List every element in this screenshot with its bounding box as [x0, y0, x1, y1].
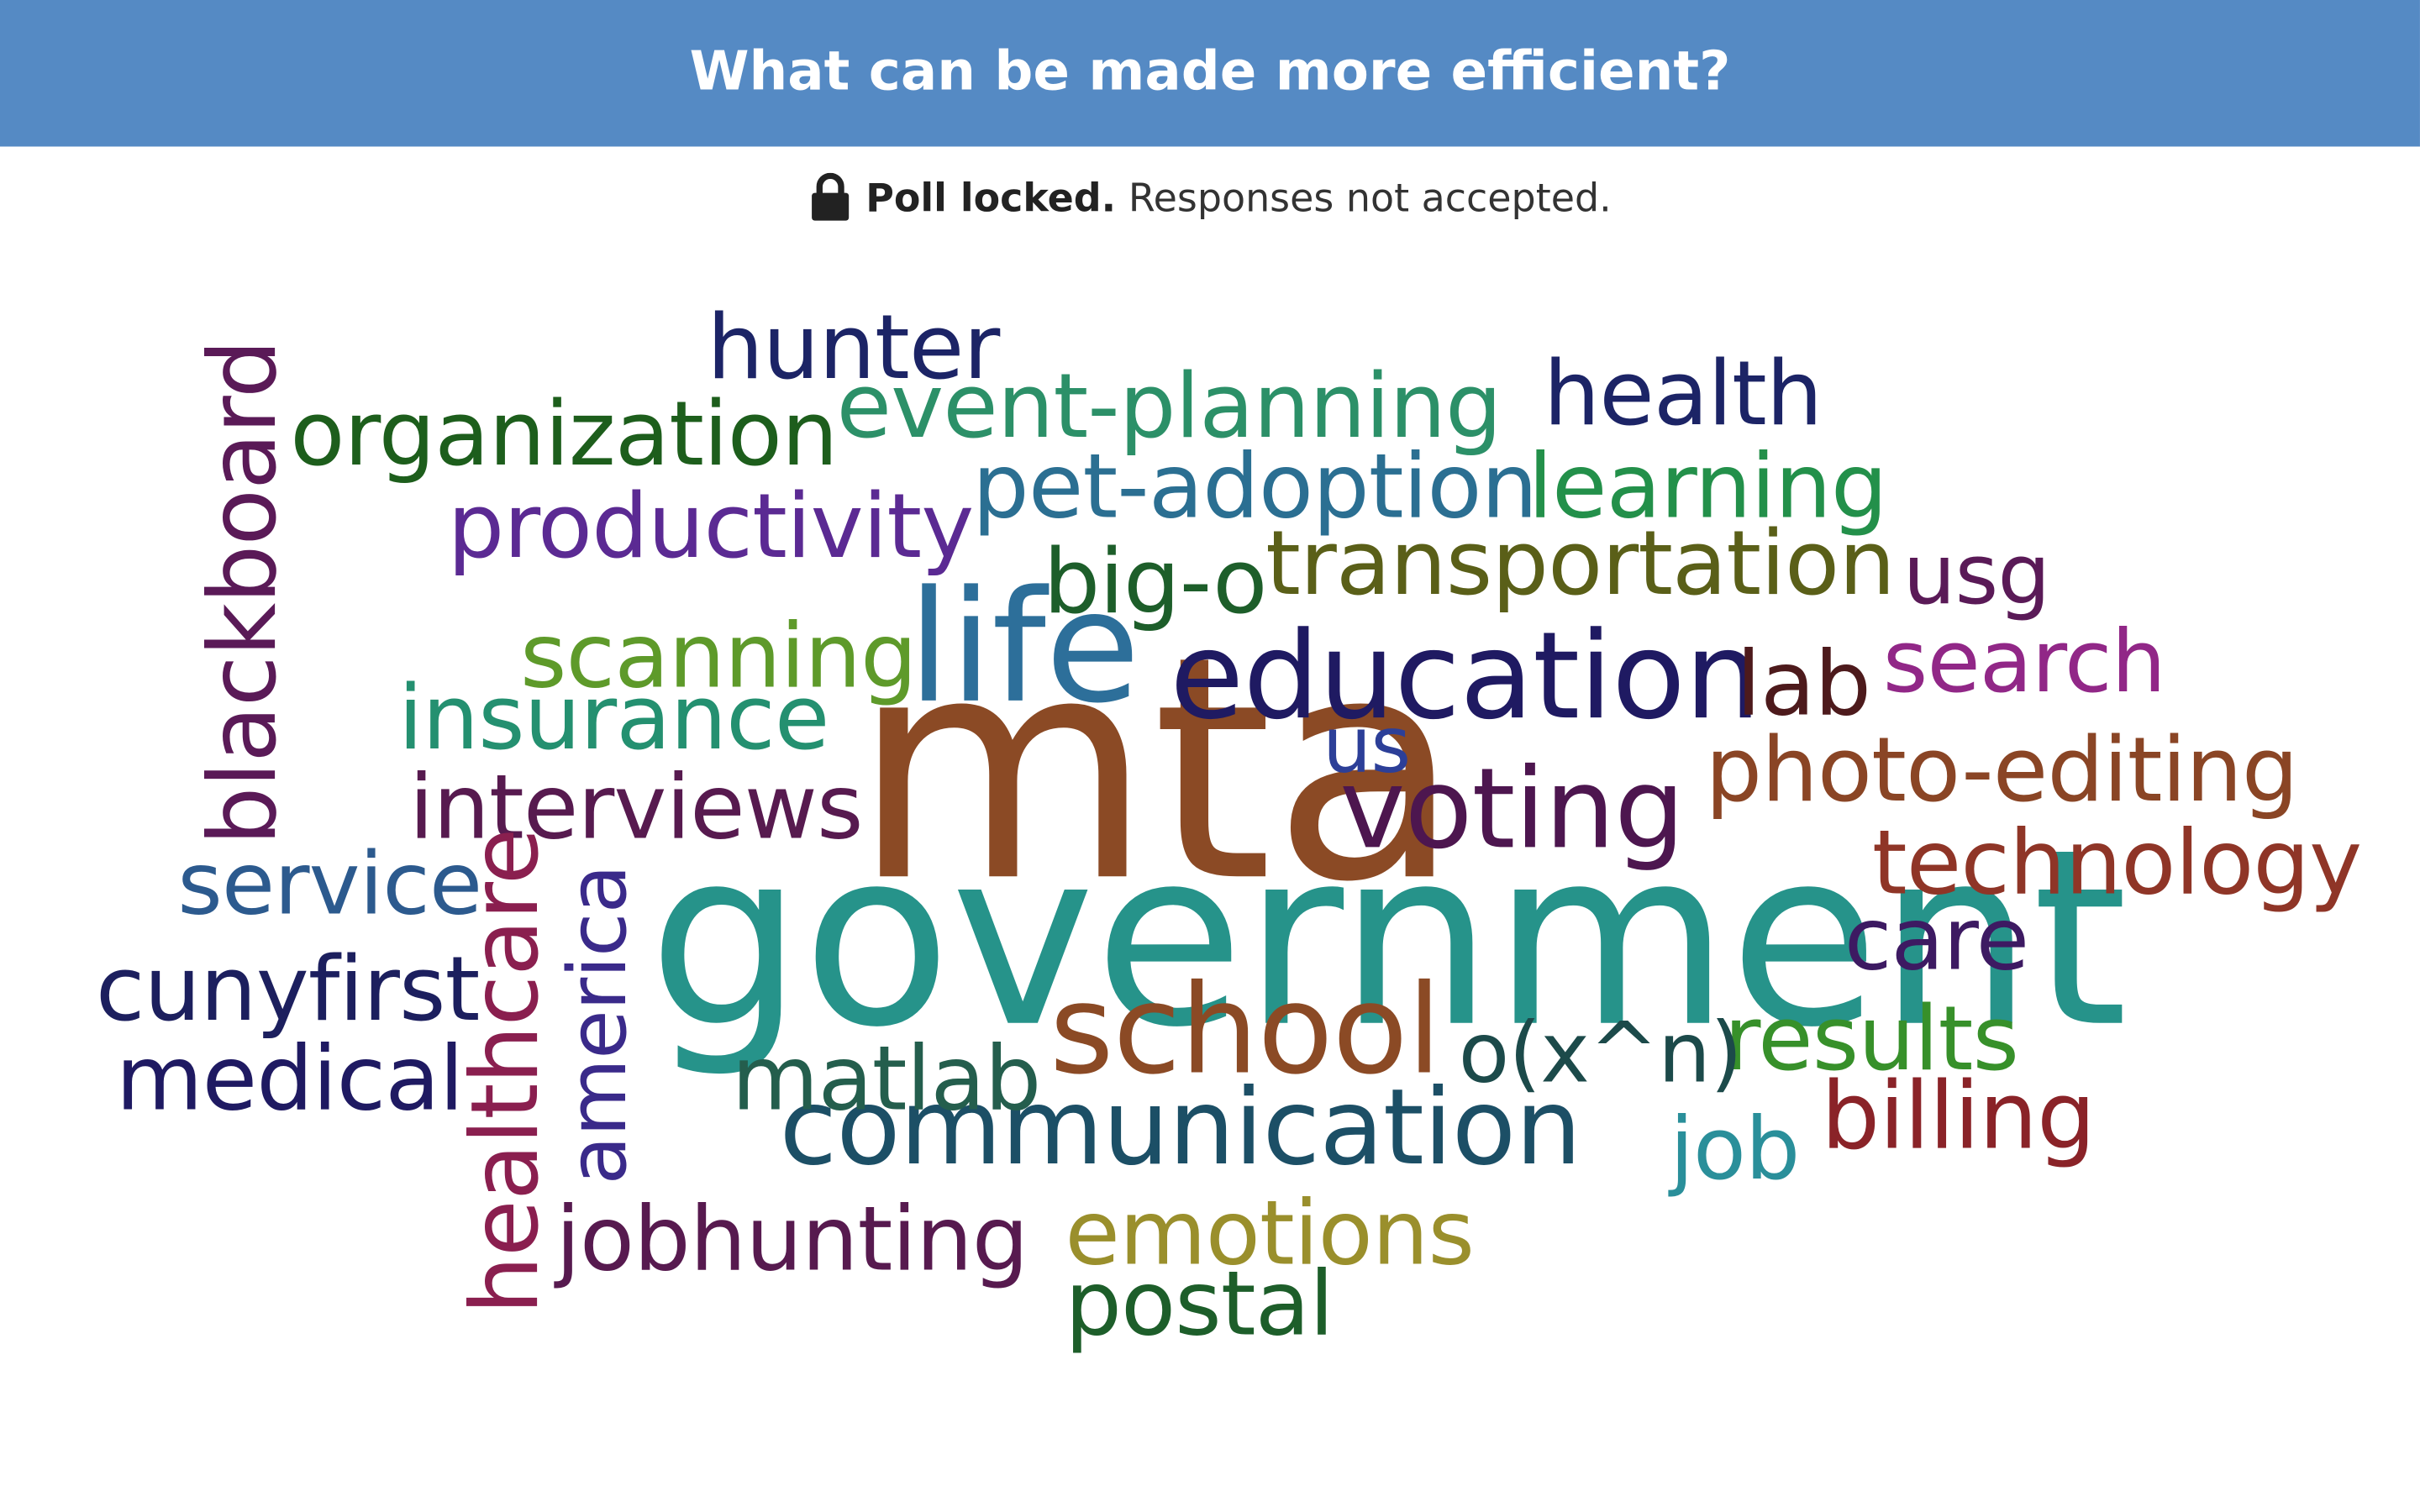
word-service: service	[177, 834, 482, 936]
word-photo-editing: photo-editing	[1705, 717, 2299, 822]
word-o-x-n: o(x^n)	[1458, 1004, 1743, 1102]
word-productivity: productivity	[447, 473, 975, 579]
header-bar: What can be made more efficient?	[0, 0, 2420, 147]
word-matlab: matlab	[731, 1026, 1042, 1131]
word-jobhunting: jobhunting	[555, 1186, 1028, 1292]
word-america: america	[552, 864, 645, 1185]
word-scanning: scanning	[519, 603, 918, 709]
word-blackboard: blackboard	[189, 339, 298, 846]
word-results: results	[1723, 985, 2019, 1091]
poll-status: Poll locked. Responses not accepted.	[0, 166, 2420, 228]
poll-locked-label: Poll locked.	[865, 175, 1117, 220]
word-interviews: interviews	[408, 754, 864, 860]
word-organization: organization	[290, 381, 838, 486]
word-technology: technology	[1871, 810, 2362, 916]
word-billing: billing	[1821, 1063, 2096, 1172]
word-learning: learning	[1528, 433, 1887, 539]
word-mta: mta	[851, 591, 1461, 951]
word-big-o: big-o	[1043, 528, 1268, 634]
word-cunyfirst: cunyfirst	[95, 936, 480, 1042]
word-communication: communication	[779, 1067, 1582, 1190]
word-medical: medical	[115, 1026, 464, 1131]
word-search: search	[1882, 612, 2166, 713]
word-government: government	[648, 797, 2128, 1082]
word-life: life	[907, 557, 1140, 738]
poll-locked-text: Responses not accepted.	[1128, 175, 1612, 220]
poll-title: What can be made more efficient?	[689, 41, 1731, 104]
word-care: care	[1844, 890, 2029, 991]
word-voting: voting	[1339, 743, 1685, 874]
word-usg: usg	[1902, 526, 2051, 624]
word-insurance: insurance	[397, 664, 830, 770]
word-us: us	[1323, 700, 1411, 790]
word-emotions: emotions	[1065, 1180, 1475, 1285]
word-pet-adoption: pet-adoption	[972, 433, 1538, 539]
word-health: health	[1543, 340, 1823, 446]
word-event-planning: event-planning	[836, 353, 1502, 459]
word-healthcare: healthcare	[452, 828, 560, 1315]
lock-icon	[811, 172, 849, 221]
word-school: school	[1049, 958, 1441, 1102]
word-hunter: hunter	[707, 294, 1000, 400]
word-lab: lab	[1736, 631, 1871, 737]
word-education: education	[1170, 607, 1761, 747]
word-postal: postal	[1065, 1251, 1334, 1357]
word-transportation: transportation	[1265, 510, 1896, 616]
word-job: job	[1670, 1100, 1800, 1200]
